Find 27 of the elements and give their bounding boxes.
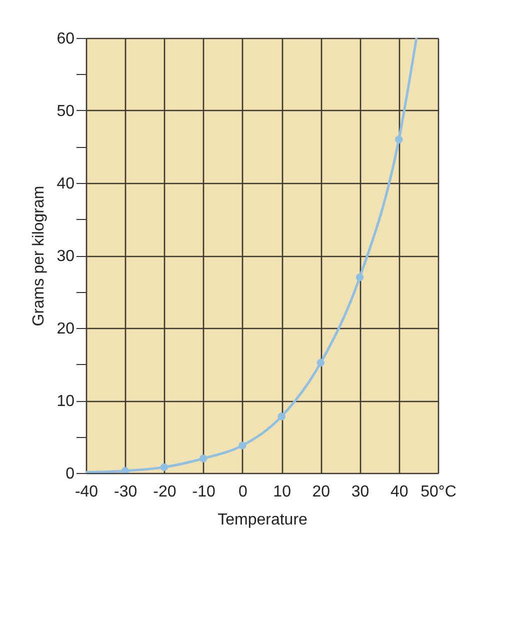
point bbox=[238, 442, 246, 450]
x-tick-label: 30 bbox=[351, 484, 370, 500]
x-tick-label: 40 bbox=[390, 484, 408, 500]
x-tick-label: -20 bbox=[153, 484, 176, 500]
x-tick-label: -30 bbox=[114, 484, 138, 500]
x-tick-label: 0 bbox=[238, 484, 248, 500]
point bbox=[160, 463, 168, 472]
x-tick-label: -10 bbox=[192, 484, 216, 500]
y-tick-label: 0 bbox=[66, 466, 75, 482]
point bbox=[356, 273, 364, 282]
x-tick-label: 20 bbox=[312, 484, 330, 500]
y-tick-label: 50 bbox=[56, 103, 75, 120]
x-tick-label: -40 bbox=[74, 484, 98, 500]
point bbox=[199, 454, 208, 462]
point bbox=[121, 466, 129, 473]
x-tick-label: 10 bbox=[273, 484, 292, 500]
y-tick-label: 30 bbox=[56, 248, 75, 265]
y-tick-label: 40 bbox=[56, 176, 75, 192]
x-axis-title: Temperature bbox=[218, 512, 308, 528]
y-tick-label: 20 bbox=[56, 320, 75, 338]
y-axis-title: Grams per kilogram bbox=[30, 186, 48, 326]
x-tick-label: 50°C bbox=[420, 484, 456, 500]
point bbox=[278, 412, 286, 420]
point bbox=[395, 136, 403, 144]
y-tick-label: 10 bbox=[56, 393, 75, 410]
point bbox=[316, 358, 325, 367]
y-tick-label: 60 bbox=[56, 30, 75, 48]
